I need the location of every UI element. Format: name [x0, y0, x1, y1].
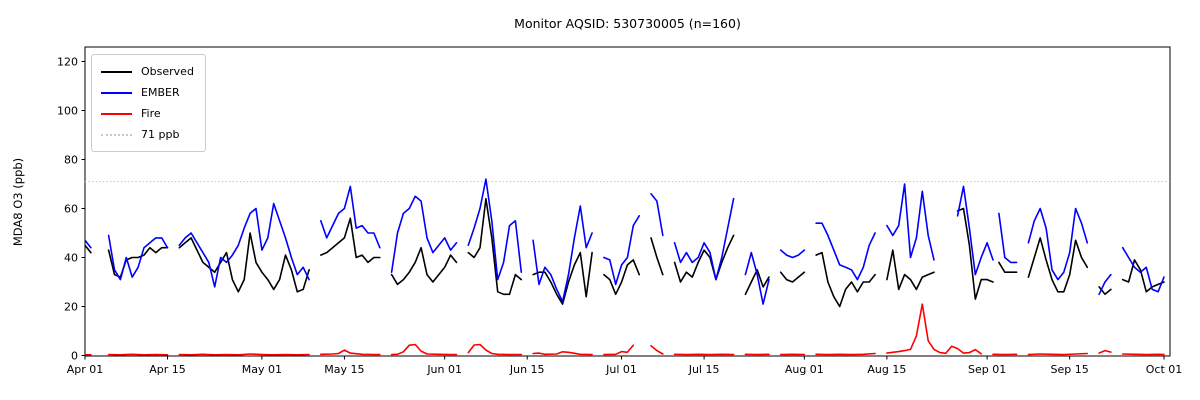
x-tick-label: Jun 01 — [426, 363, 462, 376]
x-tick-label: Jul 01 — [605, 363, 637, 376]
y-tick-label: 40 — [64, 251, 78, 264]
legend-label-ember: EMBER — [141, 86, 180, 99]
y-tick-label: 120 — [57, 55, 78, 68]
legend-label-threshold: 71 ppb — [141, 128, 180, 141]
y-tick-label: 0 — [71, 349, 78, 362]
legend-line-ember — [101, 91, 132, 94]
y-tick-label: 80 — [64, 153, 78, 166]
x-tick-label: May 01 — [242, 363, 282, 376]
legend-item-ember: EMBER — [101, 82, 194, 103]
plot-border — [84, 46, 1171, 357]
x-tick-label: Sep 01 — [968, 363, 1006, 376]
legend-item-threshold: 71 ppb — [101, 124, 194, 145]
series-line-observed — [85, 197, 1165, 308]
x-tick-label: Jul 15 — [688, 363, 720, 376]
x-tick-label: Aug 15 — [867, 363, 906, 376]
legend-item-fire: Fire — [101, 103, 194, 124]
legend-item-observed: Observed — [101, 61, 194, 82]
chart-title: Monitor AQSID: 530730005 (n=160) — [514, 16, 741, 31]
x-tick-label: Apr 15 — [149, 363, 186, 376]
x-tick-label: Aug 01 — [785, 363, 824, 376]
x-tick-label: Sep 15 — [1051, 363, 1089, 376]
legend-label-fire: Fire — [141, 107, 161, 120]
x-tick-label: May 15 — [324, 363, 364, 376]
y-axis-label: MDA8 O3 (ppb) — [11, 157, 25, 247]
legend: Observed EMBER Fire 71 ppb — [91, 54, 206, 152]
series-line-fire — [85, 303, 1165, 356]
legend-line-fire — [101, 112, 132, 115]
x-tick-label: Jun 15 — [509, 363, 545, 376]
y-tick-label: 100 — [57, 104, 78, 117]
legend-line-threshold-dotted — [101, 133, 132, 136]
legend-line-observed — [101, 70, 132, 73]
y-tick-label: 60 — [64, 202, 78, 215]
series-line-ember — [85, 178, 1165, 305]
legend-label-observed: Observed — [141, 65, 194, 78]
y-tick-label: 20 — [64, 300, 78, 313]
x-tick-label: Apr 01 — [67, 363, 104, 376]
x-tick-label: Oct 01 — [1146, 363, 1183, 376]
